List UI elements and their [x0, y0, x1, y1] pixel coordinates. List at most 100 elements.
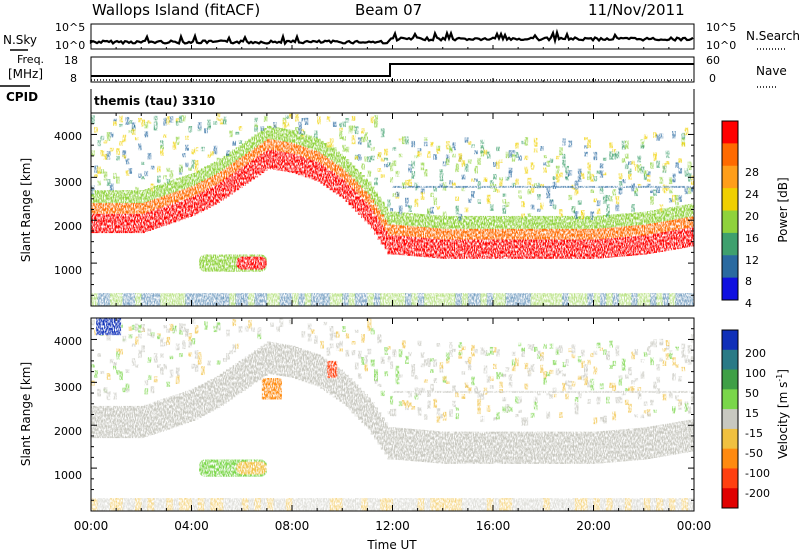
power-echo-cell	[430, 227, 434, 239]
power-echo-cell	[191, 185, 196, 197]
ground-clutter-cell	[568, 293, 576, 306]
power-scatter-cell	[690, 187, 694, 193]
power-scatter-cell	[653, 189, 657, 196]
velocity-echo-cell	[172, 395, 177, 428]
velocity-scatter-cell	[621, 358, 626, 367]
velocity-echo-cell	[662, 424, 667, 457]
power-echo-cell	[533, 215, 538, 229]
velocity-scatter-cell	[518, 342, 522, 347]
power-echo-cell	[191, 196, 196, 216]
velocity-echo-cell	[552, 431, 557, 464]
power-echo-cell	[292, 130, 296, 144]
velocity-scatter-cell	[590, 352, 595, 358]
velocity-scatter-cell	[571, 381, 576, 387]
power-echo-cell	[288, 153, 293, 173]
power-scatter-cell	[185, 135, 189, 140]
ground-clutter-cell	[656, 293, 664, 306]
power-scatter-cell	[439, 172, 444, 182]
power-colorbar-swatch	[722, 165, 738, 189]
power-scatter-cell	[433, 186, 438, 192]
upper-streak-cell	[648, 185, 655, 188]
ground-clutter-cell	[241, 498, 249, 511]
velocity-echo-cell	[584, 431, 588, 464]
power-echo-cell	[335, 164, 340, 176]
velocity-scatter-cell	[571, 344, 576, 354]
velocity-high-patch	[96, 318, 122, 336]
power-scatter-cell	[398, 205, 403, 215]
power-echo-cell	[659, 232, 664, 252]
velocity-scatter-cell	[188, 333, 193, 342]
ground-clutter-cell	[109, 293, 117, 306]
power-echo-cell	[354, 192, 359, 212]
ground-clutter-cell	[593, 293, 601, 306]
power-echo-cell	[295, 154, 299, 175]
power-echo-cell	[643, 235, 648, 255]
velocity-echo-cell	[452, 431, 456, 464]
upper-streak-cell	[618, 390, 624, 393]
velocity-scatter-cell	[675, 364, 679, 368]
velocity-scatter-cell	[562, 382, 566, 392]
power-scatter-cell	[405, 179, 409, 186]
power-scatter-cell	[128, 120, 133, 124]
power-echo-cell	[197, 169, 202, 183]
velocity-scatter-cell	[163, 342, 167, 347]
power-scatter-cell	[499, 159, 504, 163]
velocity-scatter-cell	[596, 399, 601, 405]
velocity-scatter-cell	[112, 361, 117, 366]
power-echo-cell	[411, 226, 416, 237]
velocity-echo-cell	[521, 431, 526, 464]
ground-clutter-cell	[379, 498, 387, 511]
velocity-echo-cell	[527, 431, 532, 464]
power-echo-cell	[587, 239, 591, 259]
power-echo-cell	[631, 225, 635, 237]
velocity-scatter-cell	[351, 341, 356, 345]
upper-streak-cell	[447, 185, 454, 188]
upper-streak-cell	[437, 185, 444, 188]
ground-clutter-cell	[474, 498, 481, 511]
power-echo-cell	[374, 204, 379, 216]
velocity-scatter-cell	[609, 340, 613, 348]
power-scatter-cell	[285, 122, 290, 127]
power-echo-cell	[439, 228, 444, 240]
velocity-scatter-cell	[430, 357, 434, 362]
power-echo-cell	[508, 215, 513, 229]
ground-clutter-cell	[285, 498, 293, 511]
power-scatter-cell	[169, 116, 174, 123]
upper-streak-cell	[467, 185, 474, 188]
power-echo-cell	[678, 229, 683, 249]
power-echo-cell	[112, 190, 117, 204]
ground-clutter-cell	[392, 293, 400, 306]
power-echo-cell	[634, 236, 639, 256]
velocity-echo-cell	[235, 363, 240, 396]
upper-streak-cell	[487, 185, 494, 188]
velocity-echo-cell	[351, 381, 356, 414]
upper-streak-cell	[543, 185, 549, 188]
velocity-scatter-cell	[408, 351, 412, 357]
velocity-scatter-cell	[91, 364, 95, 368]
power-scatter-cell	[672, 194, 676, 203]
velocity-scatter-cell	[634, 414, 639, 418]
ground-clutter-cell	[329, 498, 337, 511]
power-echo-cell	[527, 215, 532, 229]
velocity-scatter-cell	[580, 349, 585, 357]
power-echo-cell	[91, 203, 95, 214]
velocity-echo-cell	[398, 427, 403, 461]
velocity-scatter-cell	[599, 347, 604, 351]
power-echo-cell	[134, 190, 139, 204]
power-scatter-cell	[112, 118, 117, 122]
power-scatter-cell	[590, 211, 595, 221]
power-echo-cell	[634, 212, 639, 226]
velocity-scatter-cell	[624, 374, 629, 379]
velocity-echo-cell	[436, 431, 441, 464]
upper-streak-cell	[578, 185, 584, 188]
velocity-echo-cell	[395, 427, 400, 460]
upper-streak-cell	[643, 390, 650, 393]
power-scatter-cell	[514, 142, 519, 149]
velocity-scatter-cell	[637, 392, 642, 396]
velocity-scatter-cell	[524, 417, 529, 426]
power-echo-cell	[420, 226, 425, 238]
velocity-scatter-cell	[681, 343, 686, 350]
velocity-echo-cell	[204, 382, 208, 415]
ground-clutter-cell	[266, 293, 274, 306]
velocity-scatter-cell	[606, 351, 610, 359]
